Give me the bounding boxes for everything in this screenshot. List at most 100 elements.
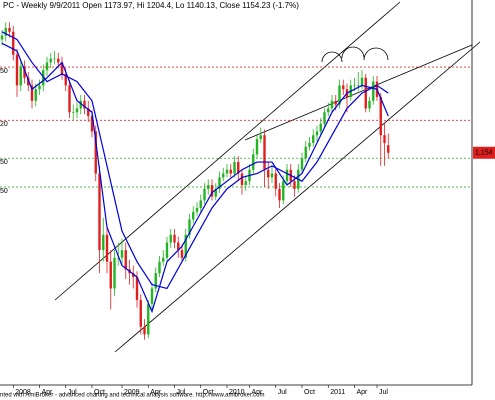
candle-body — [0, 35, 4, 40]
candle-body — [15, 54, 19, 86]
candle-body — [4, 27, 7, 36]
candle-body — [270, 173, 274, 178]
candle-body — [34, 89, 37, 101]
candle-body — [27, 77, 30, 86]
candle-body — [173, 234, 176, 243]
candle-body — [360, 77, 364, 86]
moving-average — [1, 31, 389, 290]
x-tick-label: 2010 — [229, 389, 245, 396]
candle-body — [192, 211, 195, 220]
candle-body — [150, 288, 154, 304]
candle-body — [113, 257, 116, 289]
candle-body — [274, 173, 277, 189]
candle-body — [244, 181, 247, 186]
channel-lower — [114, 41, 481, 353]
candle-body — [68, 85, 71, 113]
candle-body — [214, 188, 217, 197]
level-label: 20 — [0, 121, 8, 128]
candle-body — [72, 112, 75, 113]
candle-body — [132, 273, 135, 277]
candle-body — [342, 85, 345, 90]
candle-body — [267, 169, 270, 178]
x-tick-label: Apr — [42, 389, 54, 396]
candle-body — [38, 85, 41, 90]
x-tick-label: Jul — [68, 389, 77, 396]
candle-body — [57, 58, 60, 63]
candle-body — [330, 100, 334, 109]
candle-body — [323, 112, 326, 124]
candle-body — [222, 173, 225, 178]
candle-body — [180, 250, 184, 258]
x-tick-label: Jul — [278, 389, 287, 396]
candle-body — [368, 100, 371, 109]
x-tick-label: Oct — [94, 389, 105, 396]
last-price-box — [473, 146, 495, 159]
candle-body — [225, 169, 229, 174]
candle-body — [143, 326, 146, 335]
candle-body — [315, 131, 319, 136]
candle-body — [120, 250, 124, 258]
candle-body — [75, 108, 79, 113]
level-label: 50 — [0, 68, 8, 75]
candle-body — [162, 257, 165, 262]
x-tick-label: 2011 — [330, 389, 345, 396]
candle-body — [195, 208, 199, 212]
candle-body — [60, 62, 64, 74]
candle-body — [184, 234, 187, 258]
candle-body — [240, 173, 244, 186]
candle-body — [308, 142, 311, 147]
candle-body — [199, 200, 202, 209]
candle-body — [233, 162, 236, 174]
candle-body — [338, 85, 341, 105]
candle-body — [177, 242, 180, 251]
x-tick-label: 2009 — [124, 389, 140, 396]
candle-body — [64, 73, 67, 86]
x-tick-label: Oct — [304, 389, 315, 396]
candle-body — [8, 27, 11, 32]
candle-body — [94, 131, 97, 174]
candle-body — [293, 181, 296, 189]
chart-title: PC - Weekly 9/9/2011 Open 1173.97, Hi 12… — [3, 1, 299, 10]
candle-body — [124, 250, 127, 270]
candle-body — [158, 261, 161, 274]
candle-body — [387, 145, 390, 153]
candle-body — [109, 261, 112, 289]
candle-body — [334, 100, 337, 105]
candle-body — [135, 276, 139, 300]
candle-body — [53, 58, 56, 60]
candle-body — [255, 139, 259, 155]
candle-body — [83, 100, 86, 109]
x-tick-label: Apr — [252, 389, 264, 396]
candle-body — [263, 135, 266, 170]
candle-body — [188, 219, 191, 235]
candle-body — [117, 257, 120, 259]
candle-body — [312, 135, 315, 143]
candle-body — [300, 158, 304, 170]
candle-body — [30, 85, 34, 101]
x-tick-label: Jul — [177, 389, 186, 396]
candle-body — [49, 58, 52, 63]
channel-mid — [244, 44, 473, 141]
candle-body — [282, 181, 285, 201]
candle-body — [252, 154, 255, 170]
x-tick-label: Apr — [357, 389, 369, 396]
candle-body — [169, 234, 172, 243]
candle-body — [45, 62, 49, 71]
candle-body — [259, 135, 262, 140]
candle-body — [229, 169, 232, 174]
candle-body — [207, 185, 210, 189]
candle-body — [23, 66, 26, 78]
x-tick-label: 2008 — [15, 389, 31, 396]
trendlines — [54, 1, 481, 353]
candle-body — [203, 188, 206, 201]
candle-body — [90, 116, 94, 132]
arcs — [321, 46, 389, 63]
candle-body — [353, 85, 356, 87]
candle-body — [304, 146, 307, 159]
candle-body — [285, 169, 289, 182]
candle-body — [87, 108, 90, 117]
candle-body — [165, 242, 169, 258]
candle-body — [147, 303, 150, 335]
